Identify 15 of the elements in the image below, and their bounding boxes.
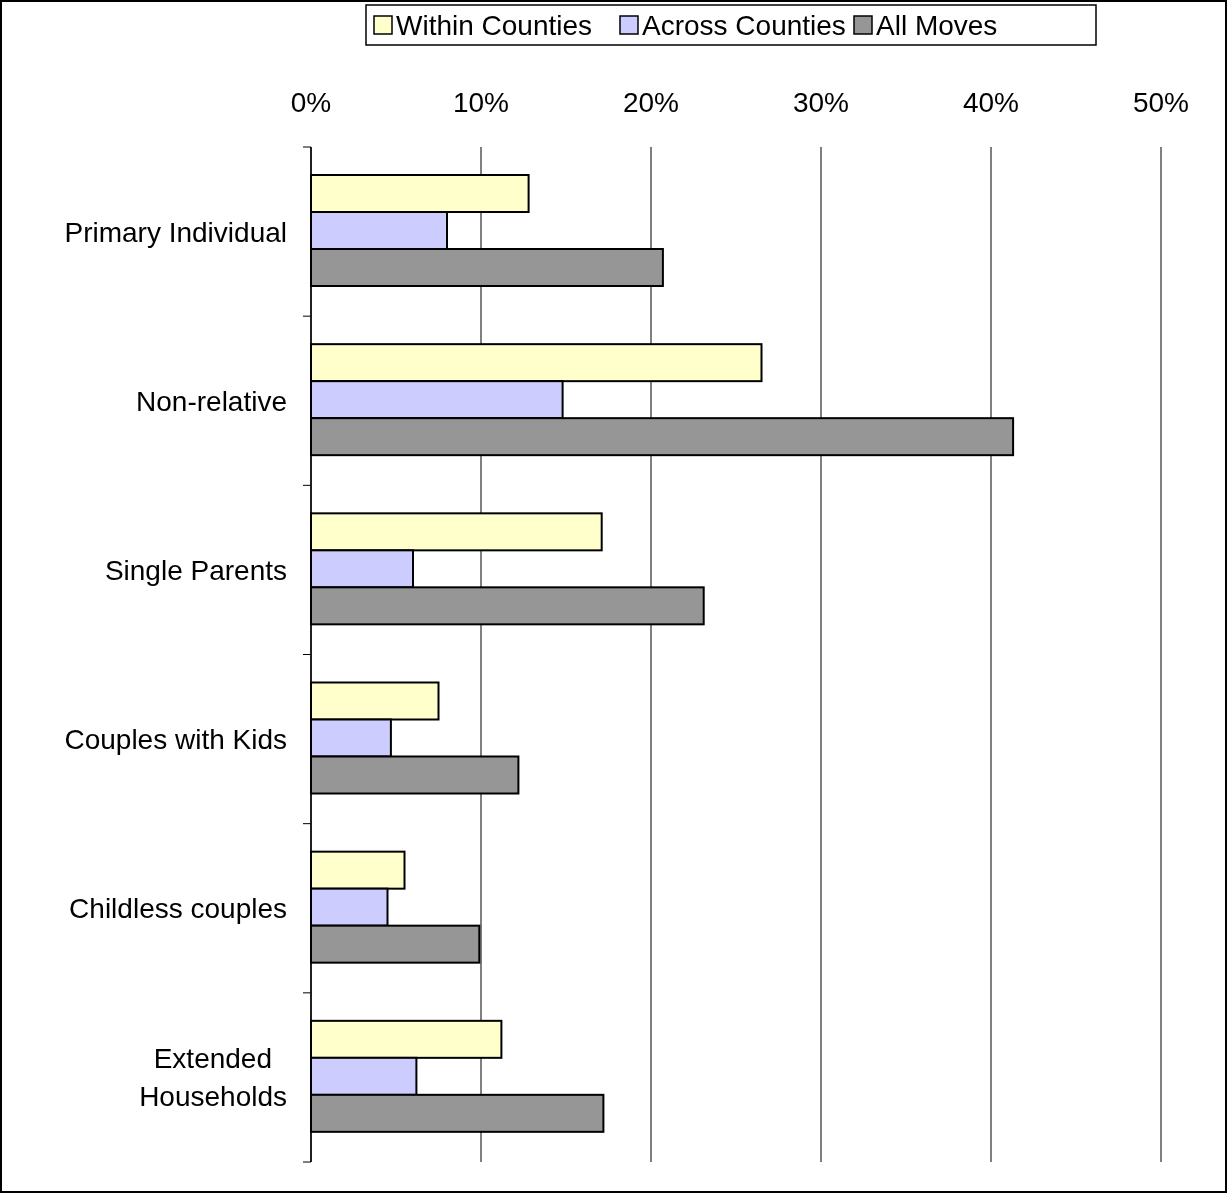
x-tick-label: 40% (962, 87, 1020, 118)
y-tick-label: Childless couples (69, 893, 287, 925)
legend-label: Across Counties (642, 10, 846, 41)
legend-label: Within Counties (396, 10, 593, 41)
legend-label: All Moves (876, 10, 998, 41)
y-tick-label: Extended Households (139, 1043, 287, 1113)
x-tick-label: 30% (792, 87, 850, 118)
y-tick-label: Couples with Kids (64, 724, 287, 756)
x-tick-label: 50% (1132, 87, 1190, 118)
x-tick-label: 0% (290, 87, 332, 118)
y-tick-label: Primary Individual (64, 216, 287, 248)
y-tick-label: Non-relative (136, 385, 287, 417)
y-tick-label: Single Parents (104, 554, 287, 586)
x-tick-label: 20% (622, 87, 680, 118)
x-tick-label: 10% (452, 87, 510, 118)
